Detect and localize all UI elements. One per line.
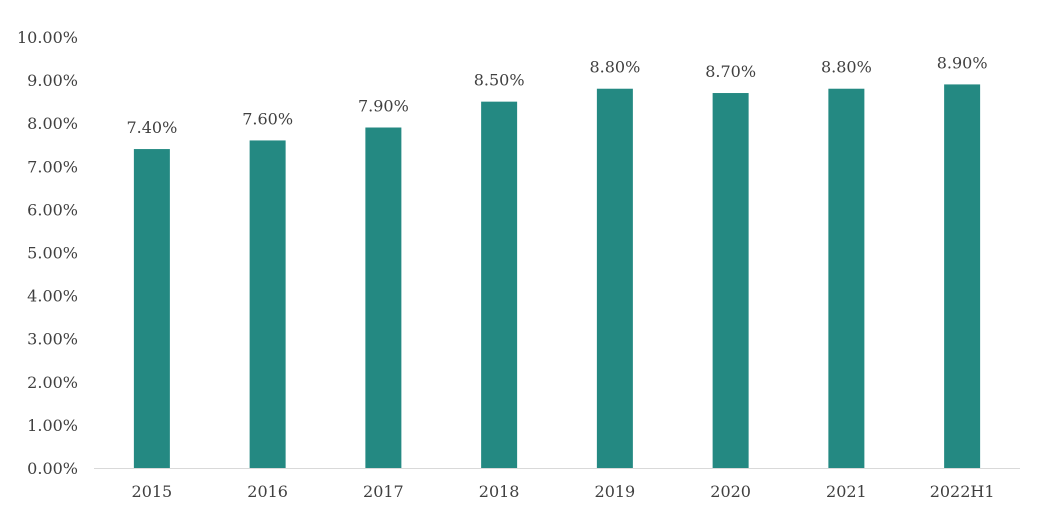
y-tick-label: 4.00% bbox=[27, 287, 78, 306]
data-labels: 7.40% 7.60% 7.90% 8.50% 8.80% 8.70% 8.80% 8.90% bbox=[126, 53, 987, 137]
bar-2016 bbox=[249, 140, 286, 468]
x-tick-label-2021: 2021 bbox=[826, 482, 867, 501]
y-tick-label: 2.00% bbox=[27, 373, 78, 392]
bar-series bbox=[133, 84, 981, 469]
bar-2018 bbox=[481, 101, 518, 469]
data-label-2019: 8.80% bbox=[589, 58, 640, 77]
x-tick-label-2022H1: 2022H1 bbox=[930, 482, 995, 501]
x-tick-label-2015: 2015 bbox=[132, 482, 173, 501]
y-tick-label: 8.00% bbox=[27, 114, 78, 133]
x-tick-label-2019: 2019 bbox=[595, 482, 636, 501]
y-tick-label: 10.00% bbox=[17, 28, 78, 47]
data-label-2022H1: 8.90% bbox=[937, 53, 988, 72]
bar-2017 bbox=[365, 127, 402, 468]
y-axis-tick-labels: 0.00% 1.00% 2.00% 3.00% 4.00% 5.00% 6.00% 7.00%… bbox=[17, 28, 78, 478]
x-tick-label-2020: 2020 bbox=[710, 482, 751, 501]
y-tick-label: 5.00% bbox=[27, 244, 78, 263]
x-tick-label-2018: 2018 bbox=[479, 482, 520, 501]
y-tick-label: 7.00% bbox=[27, 157, 78, 176]
x-tick-label-2017: 2017 bbox=[363, 482, 404, 501]
y-tick-label: 9.00% bbox=[27, 71, 78, 90]
bar-2021 bbox=[828, 88, 865, 468]
bar-2015 bbox=[133, 149, 170, 468]
x-tick-label-2016: 2016 bbox=[247, 482, 288, 501]
y-tick-label: 1.00% bbox=[27, 416, 78, 435]
x-axis-tick-labels: 2015 2016 2017 2018 2019 2020 2021 2022H1 bbox=[132, 482, 995, 501]
data-label-2015: 7.40% bbox=[126, 118, 177, 137]
data-label-2017: 7.90% bbox=[358, 97, 409, 116]
y-tick-label: 6.00% bbox=[27, 200, 78, 219]
data-label-2016: 7.60% bbox=[242, 109, 293, 128]
bar-2020 bbox=[712, 93, 749, 468]
data-label-2020: 8.70% bbox=[705, 62, 756, 81]
data-label-2021: 8.80% bbox=[821, 58, 872, 77]
y-tick-label: 3.00% bbox=[27, 330, 78, 349]
data-label-2018: 8.50% bbox=[474, 71, 525, 90]
bar-2019 bbox=[596, 88, 633, 468]
bar-2022H1 bbox=[944, 84, 981, 468]
y-tick-label: 0.00% bbox=[27, 459, 78, 478]
